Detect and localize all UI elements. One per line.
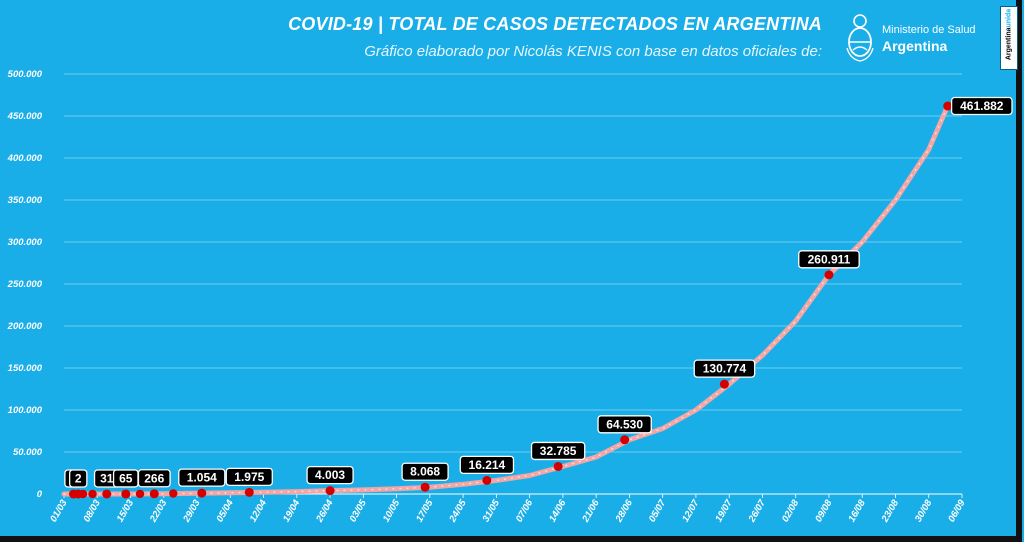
data-point (121, 489, 131, 499)
data-label: 1.054 (178, 468, 226, 487)
chart-subtitle: Gráfico elaborado por Nicolás KENIS con … (364, 43, 822, 60)
y-tick-label: 500.000 (8, 69, 43, 80)
chart-title: COVID-19 | TOTAL DE CASOS DETECTADOS EN … (288, 14, 822, 34)
svg-text:2: 2 (75, 471, 82, 485)
x-tick-label: 26/04 (314, 497, 336, 525)
ministry-country: Argentina (882, 38, 948, 54)
data-label: 64.530 (597, 415, 652, 434)
data-label: 260.911 (798, 250, 860, 269)
argentina-unida-badge: Argentinaunida (1000, 6, 1018, 70)
data-label: 4.003 (306, 465, 354, 485)
data-label: 1.975 (225, 467, 273, 486)
x-tick-label: 16/08 (846, 497, 868, 524)
x-tick-label: 05/07 (647, 497, 669, 524)
y-tick-label: 100.000 (8, 405, 43, 416)
ministry-logo: Ministerio de Salud Argentina (844, 12, 994, 68)
x-tick-label: 15/03 (115, 497, 137, 524)
data-label: 8.068 (401, 462, 449, 481)
y-tick-label: 250.000 (7, 279, 43, 290)
series-line-dots (63, 105, 949, 495)
y-tick-label: 200.000 (7, 321, 43, 332)
data-point (482, 475, 492, 485)
y-tick-label: 50.000 (13, 447, 43, 458)
data-point (102, 489, 112, 499)
data-point (169, 489, 178, 498)
y-tick-label: 400.000 (7, 153, 43, 164)
y-tick-label: 350.000 (8, 195, 43, 206)
svg-text:8.068: 8.068 (410, 465, 440, 479)
data-point (420, 482, 430, 492)
x-tick-label: 24/05 (447, 497, 469, 525)
data-label: 2 (69, 469, 88, 488)
data-point (943, 101, 953, 111)
x-tick-label: 09/08 (813, 497, 835, 524)
x-tick-label: 07/06 (514, 497, 536, 524)
x-tick-label: 06/09 (946, 497, 968, 524)
x-tick-label: 31/05 (481, 497, 503, 524)
data-point (620, 435, 630, 445)
svg-text:32.785: 32.785 (540, 444, 577, 458)
data-point (824, 270, 834, 280)
ministry-name: Ministerio de Salud (882, 24, 976, 36)
x-tick-label: 12/07 (680, 497, 702, 524)
svg-text:1.054: 1.054 (187, 471, 217, 485)
data-point (325, 486, 335, 496)
y-tick-label: 0 (37, 489, 43, 500)
data-point (73, 489, 83, 499)
x-tick-label: 03/05 (348, 497, 370, 524)
data-label: 32.785 (530, 441, 586, 461)
x-tick-label: 01/03 (48, 497, 70, 524)
x-tick-label: 30/08 (913, 497, 935, 524)
svg-text:64.530: 64.530 (606, 417, 643, 431)
data-point (719, 379, 729, 389)
data-label: 461.882 (950, 96, 1013, 116)
svg-text:31: 31 (100, 471, 114, 485)
data-point (149, 489, 159, 499)
x-tick-label: 26/07 (746, 497, 768, 525)
x-tick-label: 19/04 (281, 497, 303, 524)
y-tick-label: 450.000 (7, 111, 43, 122)
x-tick-label: 29/03 (181, 497, 203, 525)
x-tick-label: 12/04 (248, 497, 270, 524)
data-point (135, 489, 145, 499)
x-tick-label: 19/07 (713, 497, 735, 524)
data-label: 16.214 (459, 455, 515, 475)
svg-text:461.882: 461.882 (960, 99, 1004, 113)
svg-text:266: 266 (144, 471, 164, 485)
series-line (61, 103, 951, 497)
svg-text:4.003: 4.003 (315, 468, 345, 482)
svg-text:130.774: 130.774 (703, 362, 747, 376)
x-tick-label: 23/08 (879, 497, 901, 525)
svg-text:65: 65 (119, 471, 133, 485)
x-tick-label: 08/03 (81, 497, 103, 524)
data-point (197, 488, 207, 498)
x-tick-label: 22/03 (147, 497, 169, 525)
y-tick-label: 300.000 (8, 237, 43, 248)
data-point (244, 487, 254, 497)
data-label: 130.774 (693, 359, 756, 378)
argentina-coat-of-arms-icon (846, 14, 874, 62)
svg-text:260.911: 260.911 (808, 252, 851, 266)
data-point (88, 489, 97, 499)
data-label: 65 (112, 469, 139, 488)
x-tick-label: 05/04 (214, 497, 236, 524)
x-tick-label: 14/06 (547, 497, 569, 524)
x-tick-label: 28/06 (613, 497, 635, 525)
x-tick-label: 17/05 (414, 497, 436, 524)
data-point (553, 461, 563, 471)
svg-text:16.214: 16.214 (469, 458, 506, 472)
x-tick-label: 21/06 (580, 497, 602, 525)
x-tick-label: 10/05 (381, 497, 403, 524)
data-label: 266 (137, 469, 171, 488)
x-tick-label: 02/08 (780, 497, 802, 524)
y-tick-label: 150.000 (8, 363, 43, 374)
svg-text:1.975: 1.975 (234, 470, 264, 484)
